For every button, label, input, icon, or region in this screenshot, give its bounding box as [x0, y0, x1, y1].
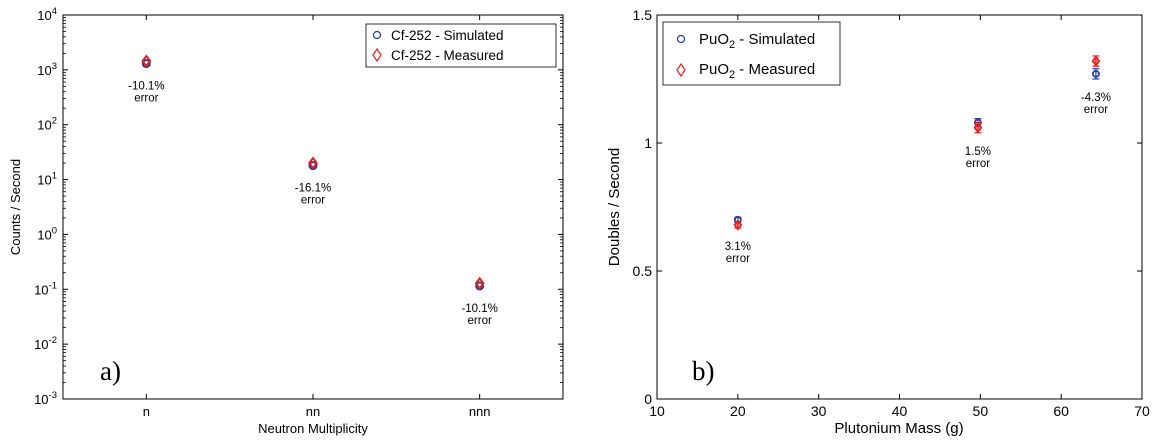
y-tick-exponent-a: 0 [52, 225, 57, 236]
error-annotation-a: error [134, 93, 158, 105]
legend-label-simulated-b-sub: 2 [729, 39, 735, 51]
y-tick-exponent-a: 4 [52, 6, 57, 17]
y-tick-exponent-a: 2 [52, 116, 57, 127]
point-measured-b [1091, 55, 1101, 67]
annotations-a: -10.1%error-16.1%error-10.1%error [128, 81, 498, 327]
legend-label-simulated-b-suffix: - Simulated [735, 31, 815, 48]
legend-label-measured-a: Cf-252 - Measured [391, 48, 504, 63]
x-axis-label-a: Neutron Multiplicity [258, 421, 368, 436]
error-annotation-b: -4.3% [1081, 92, 1111, 104]
point-measured-a [308, 156, 318, 170]
y-tick-exponent-a: 1 [52, 171, 57, 182]
x-tick-label-b: 10 [649, 403, 665, 419]
panel-label-a: a) [100, 356, 121, 386]
error-annotation-a: -10.1% [461, 303, 497, 315]
error-annotation-a: -10.1% [128, 81, 164, 93]
y-axis-b: 0 0.5 1 1.5 [633, 7, 1142, 407]
error-annotation-b: 1.5% [965, 146, 991, 158]
y-tick-label-a: 10-3 [34, 390, 57, 407]
legend-label-measured-b-base: PuO [699, 61, 729, 78]
error-annotation-b: 3.1% [725, 241, 751, 253]
point-measured-a [141, 54, 152, 68]
y-tick-exponent-a: 3 [52, 61, 57, 72]
x-tick-label-b: 30 [811, 403, 827, 419]
legend-label-measured-b: PuO2 - Measured [699, 61, 815, 81]
y-tick-label-a: 103 [37, 61, 57, 78]
y-tick-label-b: 0.5 [633, 263, 653, 279]
x-axis-a: n nn nnn [143, 15, 491, 419]
point-measured-b [973, 121, 983, 134]
x-axis-b: 10 20 30 40 50 60 70 [649, 15, 1150, 419]
y-tick-label-b: 1.5 [633, 7, 653, 23]
x-axis-label-b: Plutonium Mass (g) [834, 420, 963, 437]
error-annotation-b: error [1084, 104, 1108, 116]
legend-marker-measured-a [372, 47, 382, 63]
y-tick-exponent-a: -1 [49, 280, 57, 291]
y-tick-label-a: 10-2 [34, 335, 57, 352]
point-measured-a [474, 276, 485, 291]
point-measured-b [733, 219, 743, 231]
x-tick-label-b: 20 [730, 403, 746, 419]
panel-label-b: b) [692, 356, 715, 386]
error-annotation-a: -16.1% [295, 183, 331, 195]
data-marks-b [733, 55, 1101, 231]
error-annotation-b: error [726, 253, 750, 265]
legend-label-simulated-b: PuO2 - Simulated [699, 31, 815, 51]
y-tick-exponent-a: -3 [49, 390, 57, 401]
legend-a: Cf-252 - Simulated Cf-252 - Measured [365, 23, 557, 68]
legend-label-measured-b-sub: 2 [729, 69, 735, 81]
y-axis-label-a: Counts / Second [8, 159, 23, 255]
panel-b: 00.511.5 10 20 30 40 50 60 70 3.1%error1.5%err… [606, 7, 1150, 437]
data-marks-a [141, 54, 485, 291]
y-tick-label-a: 100 [37, 225, 57, 242]
error-annotation-a: error [468, 315, 492, 327]
legend-box-a [365, 23, 557, 68]
legend-label-simulated-a: Cf-252 - Simulated [391, 28, 504, 43]
legend-box-b [662, 21, 841, 86]
x-tick-label-a: n [143, 404, 150, 419]
legend-b: PuO2 - Simulated PuO2 - Measured [662, 21, 841, 86]
y-tick-label-b: 1 [644, 135, 652, 151]
y-tick-label-a: 10-1 [34, 280, 57, 297]
y-tick-label-a: 101 [37, 171, 57, 188]
y-axis-label-b: Doubles / Second [606, 148, 623, 266]
y-tick-exponent-a: -2 [49, 335, 57, 346]
legend-label-simulated-b-base: PuO [699, 31, 729, 48]
y-tick-label-a: 104 [37, 6, 57, 23]
x-tick-label-b: 50 [973, 403, 989, 419]
legend-marker-measured-b [676, 62, 686, 78]
x-tick-label-b: 60 [1053, 403, 1069, 419]
plot-frame-a [62, 14, 564, 400]
legend-marker-simulated-b [676, 34, 686, 44]
y-tick-label-b: 0 [644, 391, 652, 407]
x-tick-label-b: 40 [892, 403, 908, 419]
point-simulated-b [1092, 69, 1100, 78]
x-tick-label-a: nn [306, 404, 320, 419]
x-tick-label-b: 70 [1134, 403, 1150, 419]
y-tick-label-a: 102 [37, 116, 57, 133]
error-annotation-b: error [966, 158, 990, 170]
legend-label-measured-b-suffix: - Measured [735, 61, 815, 78]
x-tick-label-a: nnn [469, 404, 491, 419]
legend-marker-simulated-a [372, 30, 382, 40]
error-annotation-a: error [301, 195, 325, 207]
